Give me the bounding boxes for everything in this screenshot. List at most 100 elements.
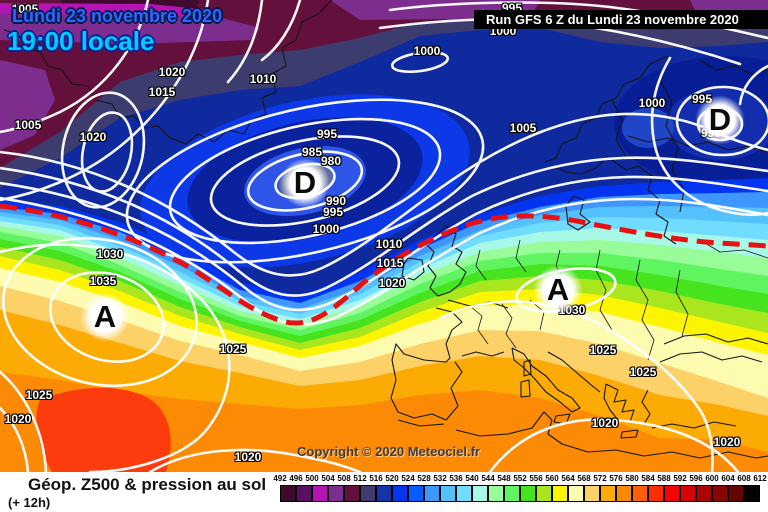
scale-color-box (584, 485, 600, 502)
scale-tick-value: 496 (289, 474, 303, 483)
scale-tick-value: 528 (417, 474, 431, 483)
scale-tick-value: 584 (641, 474, 655, 483)
scale-tick-value: 552 (513, 474, 527, 483)
scale-tick-value: 504 (321, 474, 335, 483)
scale-color-box (408, 485, 424, 502)
model-run-info: Run GFS 6 Z du Lundi 23 novembre 2020 (474, 10, 768, 29)
map-labels-layer: 1005 1020 1015 1010 1005 1020 995 1000 1000 995 98… (4, 1, 745, 464)
legend-bar: Géop. Z500 & pression au sol (+ 12h) 492… (0, 472, 768, 512)
scale-tick-value: 516 (369, 474, 383, 483)
scale-tick-value: 596 (689, 474, 703, 483)
azores-high-isobars (0, 236, 231, 472)
legend-forecast-step: (+ 12h) (8, 495, 51, 510)
scale-tick-value: 520 (385, 474, 399, 483)
pressure-label: 1010 (249, 72, 277, 86)
scale-tick-value: 568 (577, 474, 591, 483)
coast-british-isles (401, 225, 467, 297)
pressure-label: 1020 (713, 435, 741, 449)
pressure-label: 1030 (96, 247, 124, 261)
scale-tick-value: 536 (449, 474, 463, 483)
scale-color-box (664, 485, 680, 502)
scale-tick-value: 532 (433, 474, 447, 483)
scale-color-box (504, 485, 520, 502)
scale-tick-value: 540 (465, 474, 479, 483)
forecast-time: 19:00 locale (7, 26, 155, 56)
scale-tick-value: 576 (609, 474, 623, 483)
scale-tick-value: 564 (561, 474, 575, 483)
pressure-label: 1020 (378, 276, 406, 290)
pressure-label: 995 (316, 127, 338, 141)
pressure-label: 1020 (234, 450, 262, 464)
pressure-label: 1020 (4, 412, 32, 426)
scale-color-box (632, 485, 648, 502)
scale-color-box (456, 485, 472, 502)
pressure-label: 1000 (638, 96, 666, 110)
scale-tick-value: 608 (737, 474, 751, 483)
pressure-label: 1015 (148, 85, 176, 99)
scale-color-box (568, 485, 584, 502)
pressure-label: 1015 (376, 256, 404, 270)
scale-color-box (392, 485, 408, 502)
scale-tick-value: 500 (305, 474, 319, 483)
pressure-label: 990 (325, 194, 347, 208)
scale-color-box (360, 485, 376, 502)
scale-tick-value: 524 (401, 474, 415, 483)
pressure-label: 980 (320, 154, 342, 168)
scale-tick-value: 556 (529, 474, 543, 483)
scale-tick-value: 604 (721, 474, 735, 483)
coast-scandinavia (544, 55, 768, 245)
scale-color-box (744, 485, 760, 502)
pressure-label: 1025 (589, 343, 617, 357)
scale-tick-value: 572 (593, 474, 607, 483)
scale-tick-value: 544 (481, 474, 495, 483)
scale-color-box (680, 485, 696, 502)
scale-tick-value: 592 (673, 474, 687, 483)
pressure-label: 1025 (629, 365, 657, 379)
scale-color-box (344, 485, 360, 502)
scale-color-box (696, 485, 712, 502)
scale-color-box (488, 485, 504, 502)
scale-tick-value: 580 (625, 474, 639, 483)
scale-color-box (728, 485, 744, 502)
scale-tick-value: 548 (497, 474, 511, 483)
scale-color-box (600, 485, 616, 502)
scale-color-box (648, 485, 664, 502)
coast-balkans-turkey (547, 333, 768, 439)
high-center-marker: A (533, 265, 583, 315)
coast-north-africa (397, 411, 768, 459)
pressure-label: 1020 (158, 65, 186, 79)
pressure-label: 1035 (89, 274, 117, 288)
scale-color-box (440, 485, 456, 502)
coast-greenland (3, 0, 333, 145)
scale-color-box (376, 485, 392, 502)
pressure-label: 1025 (25, 388, 53, 402)
forecast-date: Lundi 23 novembre 2020 (12, 6, 223, 26)
scale-color-box (296, 485, 312, 502)
scale-color-box (424, 485, 440, 502)
low-center-marker: D (695, 95, 745, 145)
copyright-notice: Copyright © 2020 Meteociel.fr (297, 444, 480, 459)
scale-color-box (552, 485, 568, 502)
pressure-label: 1000 (413, 44, 441, 58)
pressure-label: 1005 (509, 121, 537, 135)
pressure-label: 1020 (79, 130, 107, 144)
iceland-low-isobars (125, 98, 485, 264)
pressure-label: 1005 (14, 118, 42, 132)
pressure-label: 1005 (11, 2, 39, 16)
scale-tick-value: 588 (657, 474, 671, 483)
scale-color-box (536, 485, 552, 502)
scale-color-box (280, 485, 296, 502)
pressure-label: 985 (301, 145, 323, 159)
scale-color-box (520, 485, 536, 502)
coastlines (3, 0, 768, 459)
pressure-label: 995 (322, 205, 344, 219)
scale-color-box (472, 485, 488, 502)
low-center-marker: D (280, 158, 330, 208)
scale-tick-value: 512 (353, 474, 367, 483)
high-center-marker: A (80, 292, 130, 342)
scale-tick-value: 492 (273, 474, 287, 483)
scale-color-box (616, 485, 632, 502)
isobars (0, 0, 768, 472)
scale-tick-value: 612 (753, 474, 767, 483)
